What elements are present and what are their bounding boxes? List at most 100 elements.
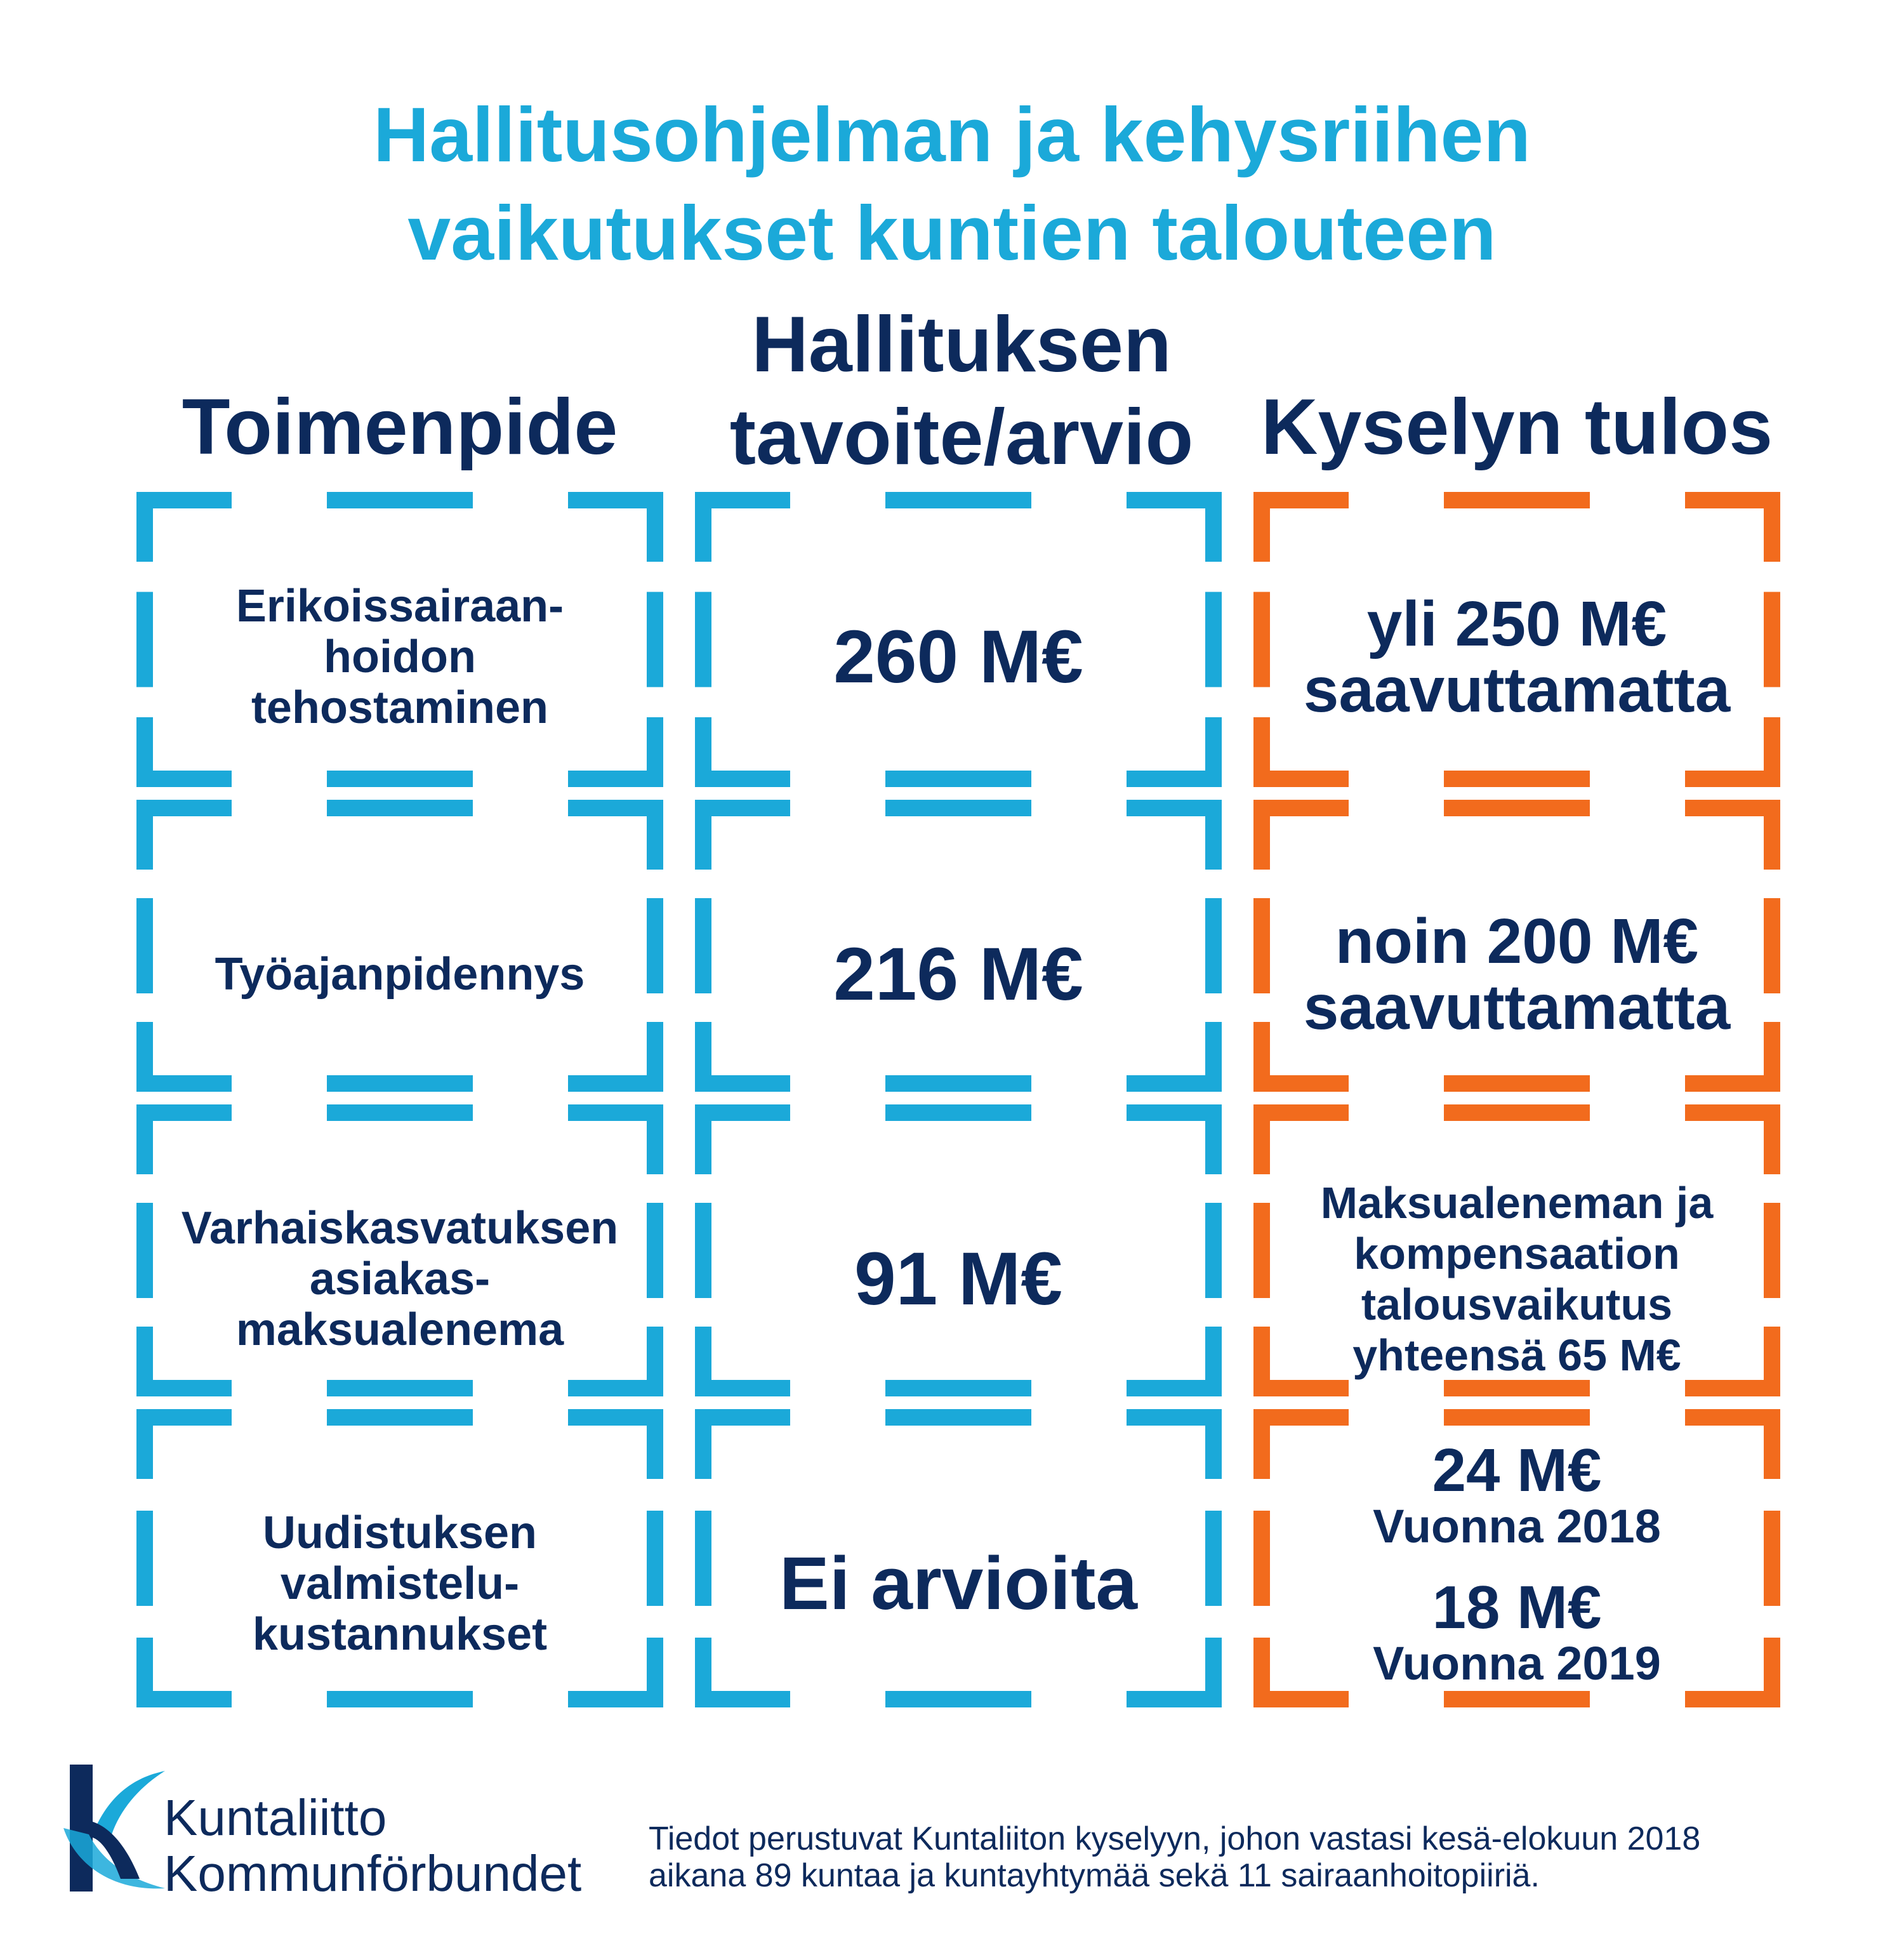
row-3-target: 91 M€ <box>854 1237 1062 1321</box>
row-3-measure: Varhaiskasvatuksen asiakas- maksualenema <box>181 1203 619 1355</box>
row-3-result: Maksualeneman ja kompensaation talousvai… <box>1320 1178 1714 1380</box>
frame-target-row-1-corner-tr-v <box>1205 492 1222 562</box>
frame-result-row-4-dash-right <box>1764 1511 1780 1606</box>
frame-measure-row-1-dash-left <box>136 592 153 687</box>
frame-result-row-3-corner-bl-v <box>1253 1327 1270 1396</box>
frame-target-row-3-corner-br-v <box>1205 1327 1222 1396</box>
frame-result-row-2-corner-tl-v <box>1253 800 1270 870</box>
frame-target-row-2-dash-right <box>1205 898 1222 993</box>
logo-wordmark: Kuntaliitto Kommunförbundet <box>164 1789 582 1902</box>
frame-measure-row-3-corner-br-v <box>647 1327 663 1396</box>
frame-measure-row-1-corner-br-v <box>647 717 663 787</box>
frame-target-row-1-dash-right <box>1205 592 1222 687</box>
frame-measure-row-1-corner-tl-v <box>136 492 153 562</box>
frame-target-row-3-corner-tr-v <box>1205 1104 1222 1174</box>
frame-result-row-3-dash-top <box>1444 1104 1590 1121</box>
frame-result-row-4-corner-bl-v <box>1253 1638 1270 1707</box>
frame-measure-row-1-corner-tr-v <box>647 492 663 562</box>
frame-measure-row-2-corner-tl-v <box>136 800 153 870</box>
frame-target-row-4-corner-tr-v <box>1205 1409 1222 1479</box>
row-2-target: 216 M€ <box>833 932 1083 1016</box>
year-2018-amount: 24 M€ <box>1432 1436 1602 1504</box>
frame-result-row-2-dash-left <box>1253 898 1270 993</box>
column-header-measure: Toimenpide <box>182 383 618 471</box>
frame-result-row-4-dash-left <box>1253 1511 1270 1606</box>
frame-measure-row-3-dash-bottom <box>327 1380 473 1396</box>
frame-target-row-2-corner-br-v <box>1205 1022 1222 1092</box>
source-note: Tiedot perustuvat Kuntaliiton kyselyyn, … <box>649 1820 1701 1894</box>
frame-measure-row-4-dash-right <box>647 1511 663 1606</box>
frame-measure-row-1-corner-bl-v <box>136 717 153 787</box>
row-4-target: Ei arvioita <box>779 1542 1137 1626</box>
frame-target-row-4-corner-bl-v <box>695 1638 711 1707</box>
row-4-measure: Uudistuksen valmistelu- kustannukset <box>252 1507 548 1660</box>
row-2-result: noin 200 M€ saavuttamatta <box>1303 906 1731 1043</box>
frame-measure-row-3-corner-bl-v <box>136 1327 153 1396</box>
frame-target-row-2-corner-tl-v <box>695 800 711 870</box>
frame-result-row-2-corner-br-v <box>1764 1022 1780 1092</box>
frame-target-row-4-corner-br-v <box>1205 1638 1222 1707</box>
frame-measure-row-3-dash-right <box>647 1203 663 1298</box>
frame-result-row-4-dash-top <box>1444 1409 1590 1426</box>
frame-result-row-2-dash-bottom <box>1444 1075 1590 1092</box>
frame-result-row-1-corner-bl-v <box>1253 717 1270 787</box>
frame-result-row-1-dash-top <box>1444 492 1590 508</box>
frame-target-row-1-corner-br-v <box>1205 717 1222 787</box>
frame-target-row-2-corner-bl-v <box>695 1022 711 1092</box>
frame-measure-row-2-dash-bottom <box>327 1075 473 1092</box>
row-1-target: 260 M€ <box>833 615 1083 699</box>
frame-result-row-2-dash-top <box>1444 800 1590 816</box>
column-header-target: Hallituksen tavoite/arvio <box>729 301 1194 481</box>
frame-target-row-4-dash-top <box>885 1409 1031 1426</box>
frame-target-row-1-corner-tl-v <box>695 492 711 562</box>
frame-target-row-4-dash-left <box>695 1511 711 1606</box>
frame-target-row-3-corner-tl-v <box>695 1104 711 1174</box>
frame-result-row-4-corner-tr-v <box>1764 1409 1780 1479</box>
frame-measure-row-2-corner-tr-v <box>647 800 663 870</box>
frame-measure-row-2-dash-right <box>647 898 663 993</box>
frame-target-row-4-corner-tl-v <box>695 1409 711 1479</box>
frame-result-row-4-corner-br-v <box>1764 1638 1780 1707</box>
frame-target-row-1-dash-bottom <box>885 771 1031 787</box>
frame-measure-row-3-corner-tl-v <box>136 1104 153 1174</box>
row-2-measure: Työajanpidennys <box>215 949 585 1000</box>
frame-result-row-1-corner-br-v <box>1764 717 1780 787</box>
frame-result-row-2-dash-right <box>1764 898 1780 993</box>
kuntaliitto-logo-icon <box>63 1765 165 1892</box>
frame-measure-row-4-dash-top <box>327 1409 473 1426</box>
frame-target-row-3-corner-bl-v <box>695 1327 711 1396</box>
frame-measure-row-2-dash-top <box>327 800 473 816</box>
frame-target-row-3-dash-top <box>885 1104 1031 1121</box>
year-2019-amount: 18 M€ <box>1432 1574 1602 1641</box>
frame-measure-row-4-corner-tr-v <box>647 1409 663 1479</box>
row-4-result: 24 M€ Vuonna 2018 18 M€ Vuonna 2019 <box>1253 1425 1780 1704</box>
frame-result-row-2-corner-tr-v <box>1764 800 1780 870</box>
row-1-result: yli 250 M€ saavuttamatta <box>1303 588 1731 726</box>
frame-measure-row-2-corner-bl-v <box>136 1022 153 1092</box>
frame-target-row-1-dash-left <box>695 592 711 687</box>
frame-result-row-3-corner-tl-v <box>1253 1104 1270 1174</box>
frame-target-row-2-dash-top <box>885 800 1031 816</box>
frame-result-row-3-dash-left <box>1253 1203 1270 1298</box>
frame-result-row-1-corner-tl-v <box>1253 492 1270 562</box>
frame-target-row-2-dash-left <box>695 898 711 993</box>
page-title-line-1: Hallitusohjelman ja kehysriihen <box>373 91 1531 178</box>
year-2019-label: Vuonna 2019 <box>1373 1637 1661 1690</box>
frame-target-row-3-dash-right <box>1205 1203 1222 1298</box>
frame-measure-row-3-dash-left <box>136 1203 153 1298</box>
row-1-measure: Erikoissairaan- hoidon tehostaminen <box>235 581 564 733</box>
page-title: Hallitusohjelman ja kehysriihen vaikutuk… <box>0 86 1904 282</box>
frame-measure-row-3-dash-top <box>327 1104 473 1121</box>
frame-result-row-2-corner-bl-v <box>1253 1022 1270 1092</box>
frame-result-row-1-dash-right <box>1764 592 1780 687</box>
frame-measure-row-2-corner-br-v <box>647 1022 663 1092</box>
frame-result-row-3-corner-br-v <box>1764 1327 1780 1396</box>
frame-measure-row-4-corner-br-v <box>647 1638 663 1707</box>
frame-target-row-3-dash-bottom <box>885 1380 1031 1396</box>
column-header-result: Kyselyn tulos <box>1260 383 1773 471</box>
frame-measure-row-3-corner-tr-v <box>647 1104 663 1174</box>
frame-target-row-4-dash-bottom <box>885 1691 1031 1707</box>
page-title-line-2: vaikutukset kuntien talouteen <box>407 190 1497 276</box>
frame-result-row-1-corner-tr-v <box>1764 492 1780 562</box>
